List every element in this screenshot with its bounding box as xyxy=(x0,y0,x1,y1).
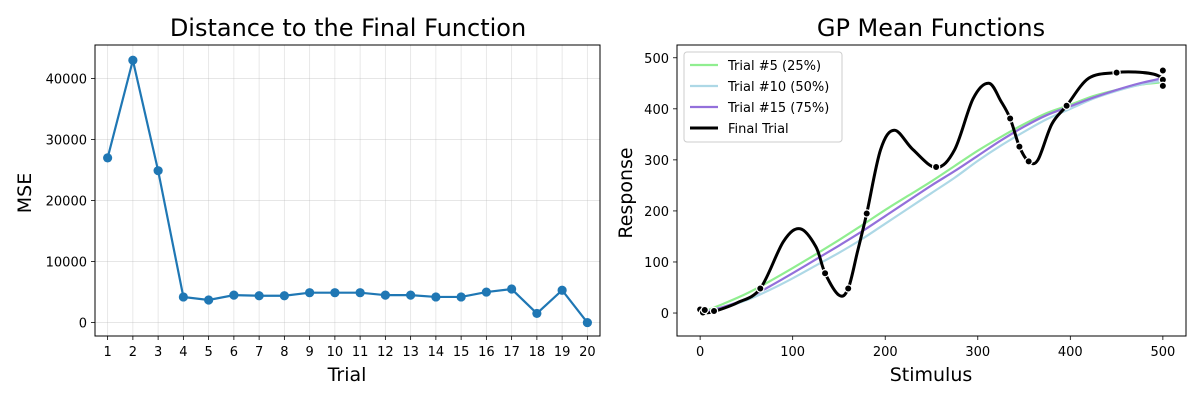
x-tick-label: 12 xyxy=(377,345,394,360)
mse-point xyxy=(153,166,163,176)
mse-point xyxy=(507,284,517,294)
x-tick-label: 16 xyxy=(478,345,495,360)
mse-point xyxy=(279,291,289,301)
mse-point xyxy=(103,153,113,163)
y-tick-label: 0 xyxy=(661,307,669,322)
mse-chart-frame xyxy=(94,44,601,337)
mse-point xyxy=(254,291,264,301)
x-tick-label: 2 xyxy=(129,345,137,360)
mse-point xyxy=(481,287,491,297)
legend-label: Final Trial xyxy=(728,122,789,137)
x-tick-label: 3 xyxy=(154,345,162,360)
x-tick-label: 300 xyxy=(965,345,990,360)
mse-point xyxy=(229,290,239,300)
x-tick-label: 11 xyxy=(352,345,369,360)
observation-point xyxy=(1158,81,1168,91)
observation-point xyxy=(1112,68,1121,77)
y-tick-label: 0 xyxy=(79,317,87,332)
x-tick-label: 20 xyxy=(579,345,596,360)
mse-chart-ticks: 1 2 3 4 5 6 7 8 9 10 11 12 13 14 15 16 17 18 19 20010000200… xyxy=(46,73,596,360)
x-tick-label: 0 xyxy=(696,345,704,360)
mse-point xyxy=(305,288,315,298)
mse-point xyxy=(557,285,567,295)
gp-chart-ticks: 0 100 200 300 400 500 0 100 200 300 400 500 xyxy=(644,52,1175,360)
mse-point xyxy=(380,290,390,300)
observation-point xyxy=(700,305,709,315)
x-tick-label: 6 xyxy=(230,345,238,360)
x-tick-label: 19 xyxy=(554,345,571,360)
x-tick-label: 8 xyxy=(280,345,288,360)
observation-point xyxy=(844,284,853,293)
x-tick-label: 100 xyxy=(780,345,805,360)
y-tick-label: 100 xyxy=(644,256,669,271)
gp-series-line xyxy=(699,79,1164,315)
legend-label: Trial #5 (25%) xyxy=(727,59,821,74)
x-tick-label: 10 xyxy=(327,345,344,360)
y-tick-label: 200 xyxy=(644,205,669,220)
mse-chart-title: Distance to the Final Function xyxy=(170,14,526,42)
gp-chart-ylabel: Response xyxy=(615,147,637,238)
y-tick-label: 30000 xyxy=(46,134,87,149)
legend-label: Trial #10 (50%) xyxy=(727,80,829,95)
observation-point xyxy=(1024,157,1033,166)
gp-series-line xyxy=(699,77,1164,315)
gp-chart-title: GP Mean Functions xyxy=(817,14,1045,42)
gp-chart: GP Mean Functions 0 100 200 300 400 500 0 100 20… xyxy=(615,14,1187,386)
x-tick-label: 200 xyxy=(873,345,898,360)
observation-point xyxy=(756,284,765,293)
mse-chart-plot xyxy=(103,55,592,328)
y-tick-label: 300 xyxy=(644,154,669,169)
x-tick-label: 1 xyxy=(103,345,111,360)
mse-point xyxy=(355,288,365,298)
observation-point xyxy=(1062,101,1071,110)
x-tick-label: 17 xyxy=(503,345,520,360)
y-tick-label: 20000 xyxy=(46,195,87,210)
x-tick-label: 18 xyxy=(529,345,546,360)
mse-chart-xlabel: Trial xyxy=(327,364,367,386)
gp-chart-xlabel: Stimulus xyxy=(890,364,973,386)
x-tick-label: 15 xyxy=(453,345,470,360)
x-tick-label: 14 xyxy=(428,345,445,360)
x-tick-label: 400 xyxy=(1058,345,1083,360)
observation-point xyxy=(931,162,941,172)
y-tick-label: 400 xyxy=(644,103,669,118)
x-tick-label: 7 xyxy=(255,345,263,360)
observation-point xyxy=(862,209,871,218)
observation-point xyxy=(709,306,719,316)
x-tick-label: 13 xyxy=(402,345,419,360)
mse-point xyxy=(532,308,542,319)
x-tick-label: 5 xyxy=(204,345,212,360)
mse-point xyxy=(330,288,340,298)
x-tick-label: 4 xyxy=(179,345,187,360)
x-tick-label: 500 xyxy=(1150,345,1175,360)
gp-chart-frame xyxy=(676,44,1187,337)
y-tick-label: 10000 xyxy=(46,256,87,271)
observation-point xyxy=(820,269,830,278)
gp-chart-plot xyxy=(695,66,1168,317)
legend-box xyxy=(683,51,843,143)
mse-point xyxy=(456,292,466,302)
observation-point xyxy=(1005,114,1015,123)
mse-point xyxy=(204,295,214,305)
legend-label: Trial #15 (75%) xyxy=(727,101,829,116)
mse-point xyxy=(178,292,188,302)
mse-point xyxy=(128,55,138,65)
x-tick-label: 9 xyxy=(305,345,313,360)
y-tick-label: 40000 xyxy=(46,73,87,88)
mse-point xyxy=(406,290,416,300)
gp-chart-legend: Trial #5 (25%) Trial #10 (50%) Trial #15 (… xyxy=(683,51,843,143)
gp-series-line xyxy=(699,81,1163,315)
mse-chart-ylabel: MSE xyxy=(14,173,36,213)
mse-point xyxy=(431,292,441,302)
observation-point xyxy=(1015,142,1024,151)
y-tick-label: 500 xyxy=(644,52,669,67)
observation-point xyxy=(1158,66,1168,75)
mse-point xyxy=(582,317,592,328)
